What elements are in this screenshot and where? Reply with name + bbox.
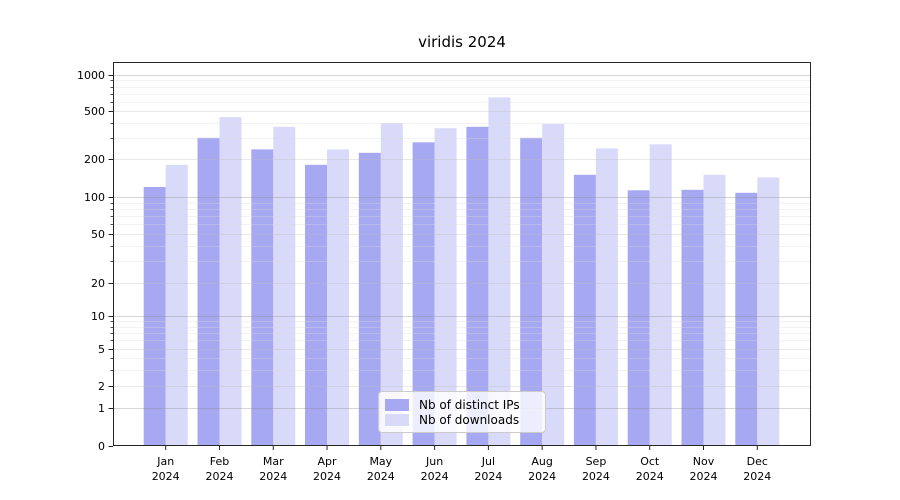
x-tick-label-year: 2024 — [367, 470, 395, 483]
y-tick-label: 1000 — [77, 69, 105, 82]
x-tick-label-year: 2024 — [528, 470, 556, 483]
legend-item-distinct-ips: Nb of distinct IPs — [385, 397, 537, 412]
x-tick-label-year: 2024 — [474, 470, 502, 483]
x-tick-label-month: Apr — [318, 455, 338, 468]
y-axis: 0 1 2 5 10 20 50 100 200 500 1000 — [77, 69, 113, 453]
x-tick-label-month: Feb — [210, 455, 229, 468]
bar-ips-apr — [305, 164, 327, 447]
x-tick-label-month: Mar — [263, 455, 284, 468]
x-tick-label-year: 2024 — [205, 470, 233, 483]
y-tick-label: 200 — [84, 153, 105, 166]
bar-ips-dec — [735, 192, 758, 446]
bars — [143, 97, 780, 447]
x-tick-label-month: Dec — [747, 455, 768, 468]
bar-downloads-apr — [327, 149, 349, 446]
x-tick-label-year: 2024 — [690, 470, 718, 483]
bar-downloads-feb — [219, 117, 242, 446]
bar-downloads-jun — [434, 128, 457, 446]
x-tick-label-month: Jul — [481, 455, 495, 468]
y-tick-label: 100 — [84, 191, 105, 204]
bar-ips-jun — [412, 142, 435, 447]
y-tick-label: 50 — [91, 228, 105, 241]
x-tick-label-year: 2024 — [259, 470, 287, 483]
gridlines — [114, 75, 810, 409]
bar-ips-sep — [573, 174, 596, 447]
plot-border — [113, 62, 811, 446]
bar-ips-jul — [466, 126, 489, 447]
x-tick-label-year: 2024 — [636, 470, 664, 483]
bar-downloads-nov — [703, 174, 726, 447]
bar-ips-mar — [251, 149, 274, 446]
x-tick-label-month: Jun — [425, 455, 443, 468]
x-tick-label-month: Sep — [586, 455, 607, 468]
y-tick-label: 10 — [91, 310, 105, 323]
x-tick-label-month: May — [369, 455, 392, 468]
x-tick-label-year: 2024 — [421, 470, 449, 483]
y-tick-label: 500 — [84, 105, 105, 118]
bar-downloads-jul — [488, 97, 511, 447]
legend-label: Nb of distinct IPs — [419, 397, 520, 412]
x-tick-label-year: 2024 — [582, 470, 610, 483]
bar-ips-oct — [627, 190, 650, 446]
bar-ips-nov — [681, 189, 704, 447]
y-tick-label: 2 — [98, 380, 105, 393]
bar-ips-jan — [143, 187, 166, 446]
bar-downloads-sep — [595, 148, 618, 446]
legend-label: Nb of downloads — [419, 412, 520, 427]
y-tick-label: 0 — [98, 440, 105, 453]
legend: Nb of distinct IPs Nb of downloads — [378, 391, 546, 433]
x-tick-label-year: 2024 — [743, 470, 771, 483]
legend-swatch — [385, 413, 409, 426]
bar-downloads-jan — [165, 164, 188, 447]
x-tick-label-month: Jan — [156, 455, 174, 468]
x-tick-label-year: 2024 — [313, 470, 341, 483]
x-tick-label-month: Oct — [640, 455, 660, 468]
x-axis: Jan 2024 Feb 2024 Mar 2024 Apr 2024 May 2024 Jun 20… — [152, 446, 771, 483]
chart-title: viridis 2024 — [418, 33, 506, 51]
x-tick-label-month: Aug — [531, 455, 552, 468]
y-tick-label: 1 — [98, 402, 105, 415]
bar-downloads-may — [380, 123, 403, 447]
bar-ips-feb — [197, 137, 220, 447]
x-tick-label-year: 2024 — [152, 470, 180, 483]
bar-downloads-mar — [273, 126, 296, 447]
bar-ips-may — [358, 152, 381, 447]
y-tick-label: 5 — [98, 343, 105, 356]
y-tick-label: 20 — [91, 277, 105, 290]
x-tick-label-month: Nov — [693, 455, 715, 468]
legend-item-downloads: Nb of downloads — [385, 412, 537, 427]
bar-downloads-aug — [542, 124, 565, 446]
legend-swatch — [385, 398, 409, 411]
bar-downloads-dec — [757, 177, 780, 446]
bar-downloads-oct — [649, 144, 672, 447]
bar-ips-aug — [520, 137, 543, 447]
